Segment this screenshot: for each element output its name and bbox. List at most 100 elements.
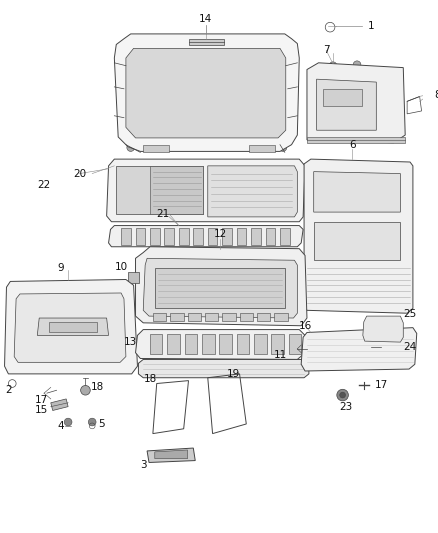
Polygon shape	[222, 229, 232, 245]
Text: 25: 25	[403, 309, 417, 319]
Polygon shape	[128, 272, 139, 284]
Polygon shape	[106, 159, 305, 222]
Circle shape	[130, 182, 141, 194]
Polygon shape	[304, 159, 413, 313]
Circle shape	[337, 389, 348, 401]
Text: 10: 10	[114, 262, 127, 272]
Polygon shape	[249, 144, 275, 152]
Text: 20: 20	[73, 168, 86, 179]
Circle shape	[127, 144, 134, 151]
Polygon shape	[237, 229, 246, 245]
Text: 2: 2	[6, 385, 12, 395]
Polygon shape	[143, 144, 169, 152]
Circle shape	[279, 144, 287, 151]
Polygon shape	[51, 399, 68, 410]
Text: 15: 15	[35, 405, 48, 415]
Text: 3: 3	[140, 461, 147, 471]
Circle shape	[385, 76, 396, 88]
Circle shape	[365, 234, 378, 248]
Polygon shape	[301, 328, 417, 371]
Text: 24: 24	[403, 342, 417, 352]
Polygon shape	[193, 229, 203, 245]
Polygon shape	[307, 137, 405, 143]
Polygon shape	[323, 89, 362, 106]
Text: 21: 21	[156, 209, 169, 219]
Polygon shape	[317, 79, 376, 130]
Text: 6: 6	[349, 140, 356, 150]
Polygon shape	[240, 313, 253, 321]
Polygon shape	[254, 334, 266, 354]
Polygon shape	[150, 229, 159, 245]
Polygon shape	[202, 334, 215, 354]
Circle shape	[110, 361, 119, 371]
Circle shape	[379, 326, 387, 334]
Polygon shape	[314, 222, 400, 260]
Polygon shape	[135, 329, 305, 359]
Text: 11: 11	[273, 350, 286, 360]
Text: 12: 12	[214, 229, 227, 239]
Circle shape	[20, 361, 30, 371]
Text: 16: 16	[298, 321, 312, 331]
Polygon shape	[37, 318, 109, 335]
Polygon shape	[135, 229, 145, 245]
Text: 14: 14	[199, 14, 212, 25]
Polygon shape	[205, 313, 219, 321]
Polygon shape	[271, 334, 284, 354]
Polygon shape	[114, 34, 299, 151]
Polygon shape	[208, 229, 217, 245]
Polygon shape	[4, 279, 138, 374]
Polygon shape	[150, 334, 162, 354]
Polygon shape	[153, 313, 166, 321]
Circle shape	[138, 279, 157, 299]
Polygon shape	[251, 229, 261, 245]
Text: 18: 18	[90, 382, 104, 392]
Circle shape	[386, 116, 396, 125]
Polygon shape	[170, 313, 184, 321]
Circle shape	[64, 418, 72, 426]
Circle shape	[88, 418, 96, 426]
Polygon shape	[121, 229, 131, 245]
Text: 9: 9	[57, 263, 64, 273]
Polygon shape	[208, 166, 297, 217]
Circle shape	[329, 62, 337, 69]
Polygon shape	[274, 313, 288, 321]
Polygon shape	[143, 259, 297, 318]
Polygon shape	[164, 229, 174, 245]
Polygon shape	[222, 313, 236, 321]
Circle shape	[340, 392, 346, 398]
Circle shape	[356, 177, 387, 208]
Polygon shape	[135, 247, 307, 326]
Polygon shape	[237, 334, 249, 354]
Text: 22: 22	[37, 180, 51, 190]
Circle shape	[130, 274, 138, 281]
Text: 4: 4	[57, 421, 64, 431]
Polygon shape	[138, 359, 309, 378]
Polygon shape	[307, 63, 405, 143]
Circle shape	[353, 61, 361, 69]
Polygon shape	[265, 229, 275, 245]
Circle shape	[364, 185, 379, 200]
Text: 7: 7	[323, 45, 329, 55]
Polygon shape	[14, 293, 126, 362]
Polygon shape	[219, 334, 232, 354]
Polygon shape	[314, 172, 400, 212]
Circle shape	[374, 321, 392, 338]
Polygon shape	[179, 229, 188, 245]
Circle shape	[142, 284, 152, 294]
Text: 17: 17	[374, 381, 388, 391]
Text: 5: 5	[99, 419, 105, 429]
Polygon shape	[363, 316, 403, 342]
Text: 17: 17	[35, 395, 48, 405]
Polygon shape	[49, 322, 97, 332]
Circle shape	[358, 228, 385, 254]
Circle shape	[81, 385, 90, 395]
Polygon shape	[126, 49, 286, 138]
Polygon shape	[190, 39, 224, 44]
Polygon shape	[280, 229, 290, 245]
Text: 8: 8	[434, 90, 438, 100]
Polygon shape	[155, 268, 285, 309]
Polygon shape	[289, 334, 301, 354]
Text: 19: 19	[227, 369, 240, 379]
Polygon shape	[155, 450, 187, 458]
Polygon shape	[167, 334, 180, 354]
